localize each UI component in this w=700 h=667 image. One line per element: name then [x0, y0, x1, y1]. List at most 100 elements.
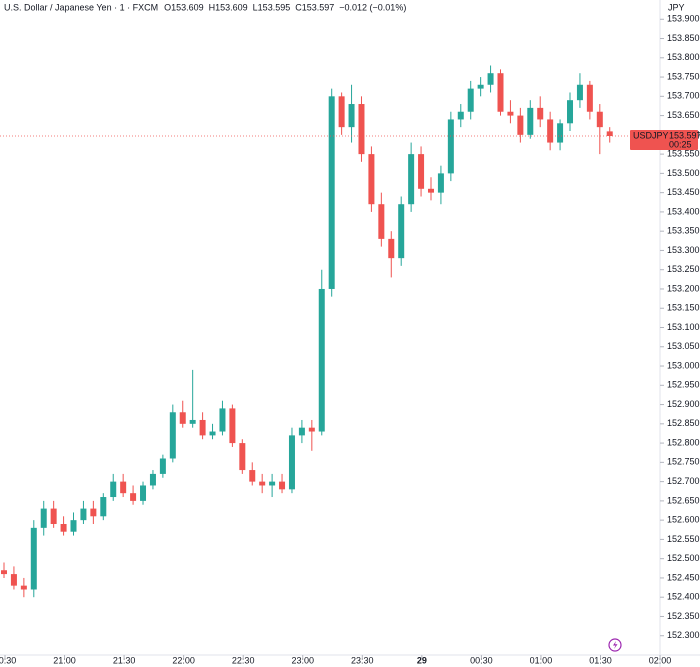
y-tick-label: 152.450: [667, 572, 700, 582]
x-tick-label: 01:30: [589, 655, 612, 665]
candles: [1, 65, 613, 598]
x-tick-label: 00:30: [470, 655, 493, 665]
y-tick-label: 153.400: [667, 206, 700, 216]
header-open: O153.609: [164, 2, 204, 12]
y-tick-label: 153.750: [667, 71, 700, 81]
x-tick-label: 22:30: [232, 655, 255, 665]
chart-title: U.S. Dollar / Japanese Yen · 1 · FXCM: [4, 2, 158, 12]
candle-body: [298, 427, 305, 436]
y-tick-label: 153.700: [667, 91, 700, 101]
y-tick-label: 153.250: [667, 264, 700, 274]
x-tick-label: 23:30: [351, 655, 374, 665]
candle-body: [40, 508, 47, 528]
candle-body: [130, 493, 137, 501]
y-tick-label: 153.350: [667, 226, 700, 236]
candle-body: [269, 481, 276, 486]
candle-body: [209, 431, 216, 436]
candle-body: [477, 84, 484, 89]
candle-body: [576, 84, 583, 101]
candle-body: [169, 412, 176, 459]
candle-body: [219, 408, 226, 432]
candle-body: [60, 524, 67, 532]
y-tick-label: 152.700: [667, 476, 700, 486]
candle-body: [149, 473, 156, 486]
candle-body: [308, 427, 315, 432]
y-tick-label: 152.600: [667, 515, 700, 525]
y-tick-label: 153.550: [667, 148, 700, 158]
candle-body: [596, 111, 603, 128]
y-tick-label: 153.000: [667, 360, 700, 370]
candle-body: [567, 100, 574, 124]
currency: JPY: [668, 2, 685, 12]
candle-body: [239, 443, 246, 471]
y-tick-label: 152.800: [667, 437, 700, 447]
candle-body: [80, 508, 87, 521]
candle-body: [70, 520, 77, 532]
y-tick-label: 153.500: [667, 168, 700, 178]
y-tick-label: 152.400: [667, 592, 700, 602]
candle-body: [517, 115, 524, 135]
price-tag-countdown: 00:25: [669, 139, 692, 149]
candle-body: [279, 481, 286, 490]
candle-body: [378, 204, 385, 239]
candle-body: [547, 119, 554, 143]
candle-body: [457, 111, 464, 120]
header-high: H153.609: [209, 2, 248, 12]
candle-body: [249, 470, 256, 482]
y-tick-label: 152.750: [667, 457, 700, 467]
x-tick-label: 29: [417, 655, 427, 665]
candle-body: [199, 419, 206, 436]
y-tick-label: 152.300: [667, 630, 700, 640]
candle-body: [408, 154, 415, 205]
candle-body: [467, 88, 474, 112]
y-tick-label: 153.050: [667, 341, 700, 351]
y-tick-label: 153.200: [667, 283, 700, 293]
candle-body: [140, 485, 147, 501]
candle-body: [557, 123, 564, 143]
candle-body: [418, 154, 425, 189]
candle-body: [338, 96, 345, 128]
y-tick-label: 153.300: [667, 245, 700, 255]
candle-body: [487, 73, 494, 85]
candle-body: [507, 111, 514, 116]
price-tag-symbol: USDJPY: [633, 130, 669, 140]
x-tick-label: 21:30: [113, 655, 136, 665]
y-tick-label: 153.450: [667, 187, 700, 197]
candle-body: [50, 508, 57, 524]
candle-body: [159, 458, 166, 474]
candle-body: [427, 188, 434, 193]
x-tick-label: 23:00: [291, 655, 314, 665]
y-tick-label: 153.650: [667, 110, 700, 120]
candle-body: [586, 84, 593, 112]
candle-body: [537, 107, 544, 120]
candle-body: [447, 119, 454, 174]
candle-body: [606, 131, 613, 137]
price-tag: [630, 130, 698, 151]
candle-body: [398, 204, 405, 259]
y-tick-label: 152.350: [667, 611, 700, 621]
y-tick-label: 153.850: [667, 33, 700, 43]
x-tick-label: 01:00: [530, 655, 553, 665]
candle-body: [388, 238, 395, 259]
candle-body: [179, 412, 186, 424]
candle-body: [30, 527, 37, 590]
candle-body: [497, 73, 504, 112]
y-tick-label: 152.550: [667, 534, 700, 544]
candle-body: [229, 408, 236, 444]
candle-body: [348, 104, 355, 128]
price-tag-value: 153.597: [669, 130, 700, 140]
candle-body: [20, 585, 27, 590]
y-tick-label: 153.100: [667, 322, 700, 332]
candle-body: [10, 574, 17, 586]
header-change: −0.012 (−0.01%): [339, 2, 406, 12]
candle-body: [100, 497, 107, 517]
candle-body: [328, 96, 335, 289]
lightning-icon[interactable]: [608, 638, 622, 652]
y-tick-label: 152.500: [667, 553, 700, 563]
candle-body: [1, 570, 7, 575]
candle-body: [437, 173, 444, 193]
x-tick-label: 20:30: [0, 655, 16, 665]
candle-body: [318, 288, 325, 432]
